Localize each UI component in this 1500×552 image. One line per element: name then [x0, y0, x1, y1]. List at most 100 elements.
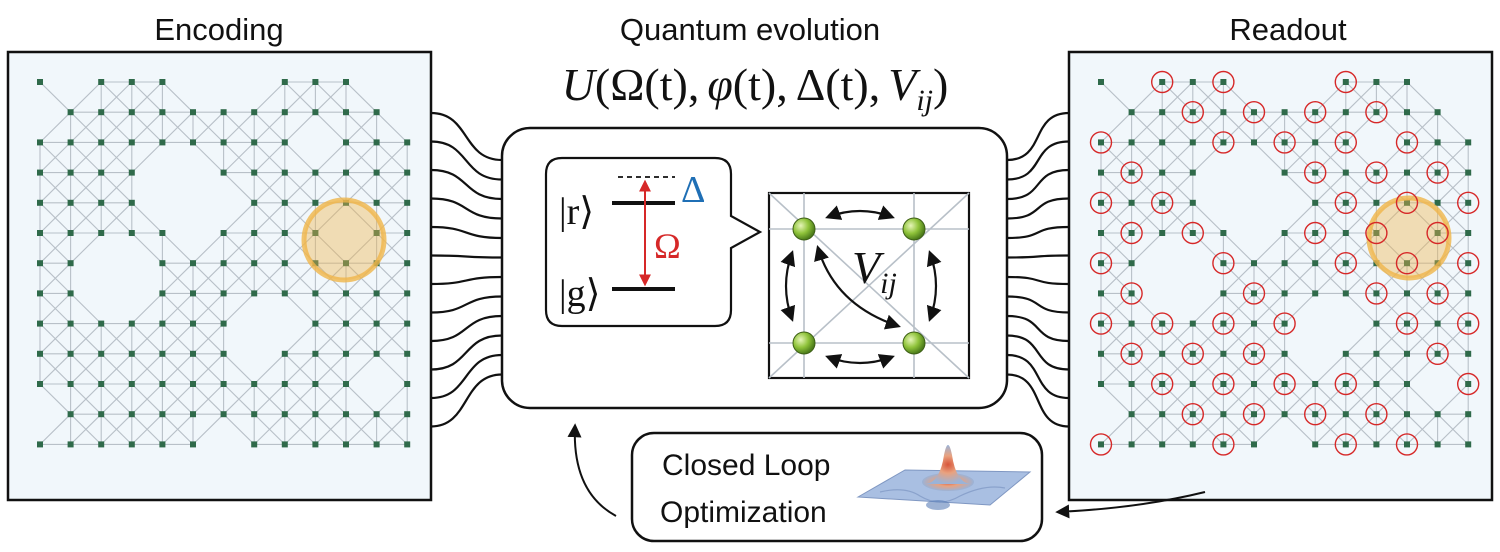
lattice-atom: [251, 411, 258, 418]
readout-ring: [1181, 221, 1205, 245]
wire: [1006, 197, 1070, 220]
lattice-atom: [190, 320, 196, 327]
lattice-atom: [373, 139, 380, 146]
readout-ring: [1273, 312, 1296, 335]
lattice-atom: [1342, 109, 1349, 116]
lattice-atom: [1281, 320, 1288, 327]
lattice-atom: [1098, 441, 1104, 448]
readout-ring: [1242, 100, 1266, 124]
lattice-atom: [1404, 260, 1410, 267]
lattice-atom: [67, 139, 74, 146]
lattice-atom: [251, 381, 258, 387]
lattice-atom: [128, 139, 135, 146]
lattice-atom: [1220, 139, 1227, 146]
lattice-atom: [281, 411, 288, 418]
readout-ring: [1120, 342, 1143, 365]
lattice-atom: [1373, 230, 1380, 236]
lattice-atom: [1404, 441, 1410, 448]
readout-ring: [1303, 161, 1327, 184]
lattice-atom: [312, 441, 319, 448]
lattice-atom: [1220, 441, 1227, 448]
lattice-atom: [1373, 320, 1380, 327]
lattice-atom: [190, 139, 196, 146]
lattice-atom: [343, 169, 349, 176]
readout-ring: [1150, 70, 1174, 94]
lattice-atom: [1128, 381, 1135, 387]
wire: [1006, 334, 1070, 371]
lattice-atom: [281, 381, 288, 387]
lattice-atom: [37, 350, 43, 357]
lattice-atom: [404, 350, 411, 357]
lattice-atom: [1128, 169, 1135, 176]
lattice-atom: [1128, 230, 1135, 236]
lattice-atom: [1220, 320, 1227, 327]
lattice-atom: [1342, 230, 1349, 236]
lattice-atom: [312, 320, 319, 327]
lattice-atom: [1159, 169, 1166, 176]
wire: [430, 373, 503, 428]
readout-ring: [1303, 221, 1327, 245]
lattice-atom: [1342, 199, 1349, 206]
lattice-atom: [1159, 109, 1166, 116]
lattice-atom: [1373, 79, 1380, 85]
lattice-atom: [98, 381, 105, 387]
lattice-atom: [1220, 290, 1227, 297]
lattice-atom: [1465, 411, 1472, 418]
lattice-atom: [1465, 320, 1472, 327]
lattice-atom: [1404, 139, 1410, 146]
readout-ring: [1273, 372, 1296, 396]
lattice-atom: [1281, 381, 1288, 387]
lattice-atom: [1404, 290, 1410, 297]
lattice-atom: [1189, 230, 1196, 236]
wire: [430, 225, 503, 240]
readout-ring: [1089, 191, 1113, 215]
lattice-atom: [1128, 411, 1135, 418]
lattice-atom: [159, 79, 166, 85]
lattice-atom: [37, 441, 43, 448]
lattice-atom: [373, 290, 380, 297]
lattice-atom: [1434, 199, 1441, 206]
readout-ring: [1334, 372, 1358, 396]
lattice-atom: [312, 169, 319, 176]
lattice-atom: [1404, 411, 1410, 418]
lattice-atom: [220, 169, 227, 176]
lattice-atom: [220, 230, 227, 236]
readout-ring: [1242, 342, 1266, 365]
lattice-atom: [312, 79, 319, 85]
lattice-atom: [128, 109, 135, 116]
lattice-atom: [128, 79, 135, 85]
lattice-atom: [128, 350, 135, 357]
readout-ring: [1426, 221, 1449, 245]
encoding-panel: [6, 50, 433, 502]
lattice-atom: [1098, 169, 1104, 176]
lattice-atom: [1159, 79, 1166, 85]
readout-ring: [1089, 312, 1113, 335]
lattice-atom: [281, 79, 288, 85]
lattice-atom: [1251, 320, 1257, 327]
lattice-atom: [1098, 290, 1104, 297]
lattice-atom: [37, 290, 43, 297]
readout-bond-lattice: [1100, 81, 1469, 445]
lattice-atom: [1220, 411, 1227, 418]
closed-loop-box: Closed Loop Optimization: [630, 431, 1044, 543]
readout-ring: [1089, 433, 1113, 456]
lattice-atom: [1465, 199, 1472, 206]
readout-ring: [1456, 312, 1480, 335]
encoding-atom-array: [37, 79, 411, 448]
lattice-atom: [67, 290, 74, 297]
wire: [430, 168, 503, 201]
lattice-atom: [1281, 411, 1288, 418]
lattice-atom: [1373, 441, 1380, 448]
lattice-atom: [1434, 109, 1441, 116]
lattice-atom: [1434, 290, 1441, 297]
loop-to-evolution-arrow: [567, 423, 617, 517]
lattice-atom: [220, 290, 227, 297]
lattice-atom: [1342, 260, 1349, 267]
lattice-atom: [1098, 320, 1104, 327]
lattice-atom: [1251, 350, 1257, 357]
lattice-atom: [1342, 290, 1349, 297]
wire: [430, 254, 503, 259]
lattice-atom: [37, 320, 43, 327]
lattice-atom: [1342, 411, 1349, 418]
lattice-atom: [343, 320, 349, 327]
